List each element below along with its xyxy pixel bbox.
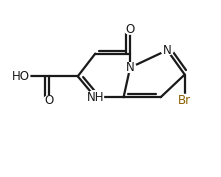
Text: HO: HO (12, 70, 30, 83)
Circle shape (43, 96, 55, 105)
Circle shape (124, 63, 136, 72)
Circle shape (161, 45, 173, 55)
Circle shape (177, 94, 192, 107)
Text: Br: Br (178, 94, 191, 107)
Circle shape (12, 69, 30, 83)
Text: N: N (163, 44, 172, 57)
Circle shape (124, 24, 136, 34)
Circle shape (87, 91, 103, 104)
Text: NH: NH (86, 91, 104, 104)
Text: O: O (45, 94, 54, 107)
Text: N: N (126, 61, 135, 74)
Text: O: O (126, 23, 135, 36)
